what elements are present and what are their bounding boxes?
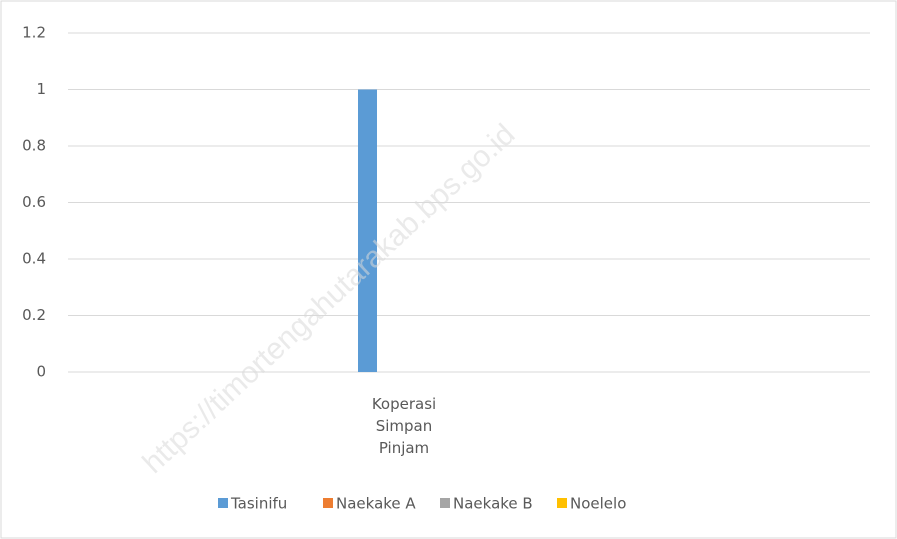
- legend-swatch: [440, 498, 450, 508]
- legend-swatch: [323, 498, 333, 508]
- legend-swatch: [218, 498, 228, 508]
- bar: [358, 89, 377, 372]
- x-tick-label: Koperasi Simpan Pinjam: [371, 395, 437, 457]
- legend-label: Noelelo: [570, 495, 626, 513]
- y-tick-label: 1.2: [22, 24, 46, 42]
- legend-label: Tasinifu: [230, 495, 287, 513]
- y-tick-label: 1: [36, 80, 46, 98]
- y-tick-label: 0: [36, 363, 46, 381]
- y-tick-label: 0.8: [22, 137, 46, 155]
- y-tick-label: 0.6: [22, 193, 46, 211]
- y-tick-label: 0.2: [22, 306, 46, 324]
- legend-label: Naekake A: [336, 495, 416, 513]
- legend-label: Naekake B: [453, 495, 533, 513]
- legend-swatch: [557, 498, 567, 508]
- y-tick-label: 0.4: [22, 250, 46, 268]
